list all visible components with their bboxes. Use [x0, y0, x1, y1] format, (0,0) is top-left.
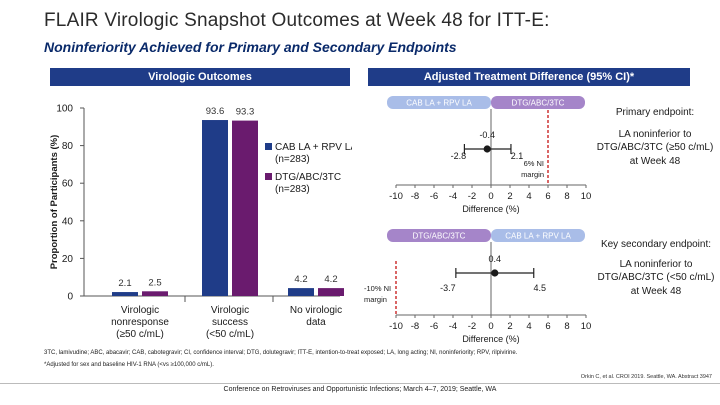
bar-value-label: 93.6 — [206, 106, 225, 117]
bar — [202, 120, 228, 296]
x-category-label: (<50 c/mL) — [206, 329, 254, 340]
pill-left-label: DTG/ABC/3TC — [413, 232, 466, 241]
ci-lower-label: -3.7 — [440, 283, 456, 293]
pill-right-label: DTG/ABC/3TC — [512, 99, 565, 108]
x-axis-label: Difference (%) — [462, 204, 519, 214]
y-tick-label: 40 — [62, 216, 74, 227]
primary-endpoint-note: Primary endpoint: LA noninferior to DTG/… — [592, 106, 718, 168]
abbreviations-footnote: 3TC, lamivudine; ABC, abacavir; CAB, cab… — [44, 350, 518, 356]
x-tick-label: 8 — [564, 191, 569, 202]
y-tick-label: 100 — [56, 104, 73, 115]
citation: Orkin C, et al. CROI 2019. Seattle, WA. … — [580, 374, 712, 380]
x-tick-label: -10 — [389, 191, 403, 202]
x-tick-label: -8 — [411, 191, 419, 202]
y-tick-label: 0 — [67, 292, 73, 303]
legend-label: (n=283) — [275, 154, 310, 165]
x-category-label: Virologic — [211, 305, 249, 316]
footer-divider — [0, 383, 720, 384]
pill-left-label: CAB LA + RPV LA — [406, 99, 472, 108]
x-tick-label: -8 — [411, 321, 419, 332]
x-tick-label: -6 — [430, 321, 438, 332]
bar — [318, 288, 344, 296]
page-subtitle: Noninferiority Achieved for Primary and … — [44, 39, 457, 55]
bar-value-label: 4.2 — [294, 274, 307, 285]
legend-swatch-cab — [265, 143, 272, 150]
x-category-label: nonresponse — [111, 317, 169, 328]
forest-plot-primary: CAB LA + RPV LA DTG/ABC/3TC 6% NI margin -0.… — [387, 96, 592, 214]
x-tick-label: 4 — [526, 191, 531, 202]
point-estimate-label: 0.4 — [489, 254, 502, 264]
x-tick-label: 10 — [581, 321, 592, 332]
virologic-outcomes-header: Virologic Outcomes — [50, 68, 350, 86]
bar-value-label: 2.1 — [118, 278, 131, 289]
x-tick-label: -2 — [468, 191, 476, 202]
bar-value-label: 93.3 — [236, 107, 255, 118]
ni-margin-label: -10% NI — [364, 284, 391, 293]
bar-value-label: 4.2 — [324, 274, 337, 285]
point-estimate-label: -0.4 — [479, 130, 495, 140]
x-tick-label: -4 — [449, 321, 457, 332]
bar — [142, 291, 168, 296]
x-tick-label: 6 — [545, 191, 550, 202]
y-tick-label: 80 — [62, 141, 74, 152]
x-tick-label: -4 — [449, 191, 457, 202]
ci-lower-label: -2.8 — [451, 151, 467, 161]
x-category-label: No virologic — [290, 305, 342, 316]
x-category-label: (≥50 c/mL) — [116, 329, 164, 340]
forest-plot-secondary: DTG/ABC/3TC CAB LA + RPV LA -10% NI margin 0… — [364, 229, 592, 344]
adjustment-footnote: *Adjusted for sex and baseline HIV-1 RNA… — [44, 362, 214, 368]
pill-right — [491, 229, 585, 242]
y-tick-label: 60 — [62, 179, 74, 190]
ni-margin-label: 6% NI — [524, 159, 544, 168]
ci-upper-label: 4.5 — [533, 283, 546, 293]
legend-label: DTG/ABC/3TC — [275, 172, 341, 183]
primary-note-body: LA noninferior to DTG/ABC/3TC (≥50 c/mL)… — [596, 128, 714, 167]
ci-upper-label: 2.1 — [511, 151, 524, 161]
x-category-label: Virologic — [121, 305, 159, 316]
x-tick-label: 8 — [564, 321, 569, 332]
point-estimate — [483, 145, 491, 153]
x-tick-label: 10 — [581, 191, 592, 202]
pill-left — [387, 229, 491, 242]
x-tick-label: 2 — [507, 191, 512, 202]
ni-margin-label: margin — [521, 170, 544, 179]
primary-note-head: Primary endpoint: — [615, 107, 695, 118]
x-tick-label: -10 — [389, 321, 403, 332]
x-tick-label: 0 — [488, 321, 493, 332]
y-axis-label: Proportion of Participants (%) — [49, 135, 60, 270]
secondary-endpoint-note: Key secondary endpoint: LA noninferior t… — [594, 238, 718, 298]
ni-margin-label: margin — [364, 295, 387, 304]
x-tick-label: 0 — [488, 191, 493, 202]
bar — [112, 292, 138, 296]
secondary-note-body: LA noninferior to DTG/ABC/3TC (<50 c/mL)… — [597, 258, 715, 297]
page-title: FLAIR Virologic Snapshot Outcomes at Wee… — [44, 10, 550, 31]
x-axis-label: Difference (%) — [462, 334, 519, 344]
x-tick-label: 4 — [526, 321, 531, 332]
x-tick-label: 2 — [507, 321, 512, 332]
x-tick-label: 6 — [545, 321, 550, 332]
treatment-difference-header: Adjusted Treatment Difference (95% CI)* — [368, 68, 690, 86]
x-category-label: data — [306, 317, 326, 328]
pill-left — [387, 96, 491, 109]
x-tick-label: -6 — [430, 191, 438, 202]
bar-chart: Proportion of Participants (%) 0 20 40 60 80 1… — [49, 104, 352, 341]
pill-right-label: CAB LA + RPV LA — [505, 232, 571, 241]
legend-label: (n=283) — [275, 184, 310, 195]
pill-right — [491, 96, 585, 109]
conference-footer: Conference on Retroviruses and Opportuni… — [223, 386, 497, 393]
x-tick-label: -2 — [468, 321, 476, 332]
secondary-note-head: Key secondary endpoint: — [600, 239, 712, 250]
x-category-label: success — [212, 317, 248, 328]
legend-swatch-dtg — [265, 173, 272, 180]
point-estimate — [491, 269, 499, 277]
y-tick-label: 20 — [62, 254, 74, 265]
bar — [232, 120, 258, 296]
bar-value-label: 2.5 — [148, 277, 161, 288]
legend-label: CAB LA + RPV LA — [275, 142, 352, 153]
bar — [288, 288, 314, 296]
